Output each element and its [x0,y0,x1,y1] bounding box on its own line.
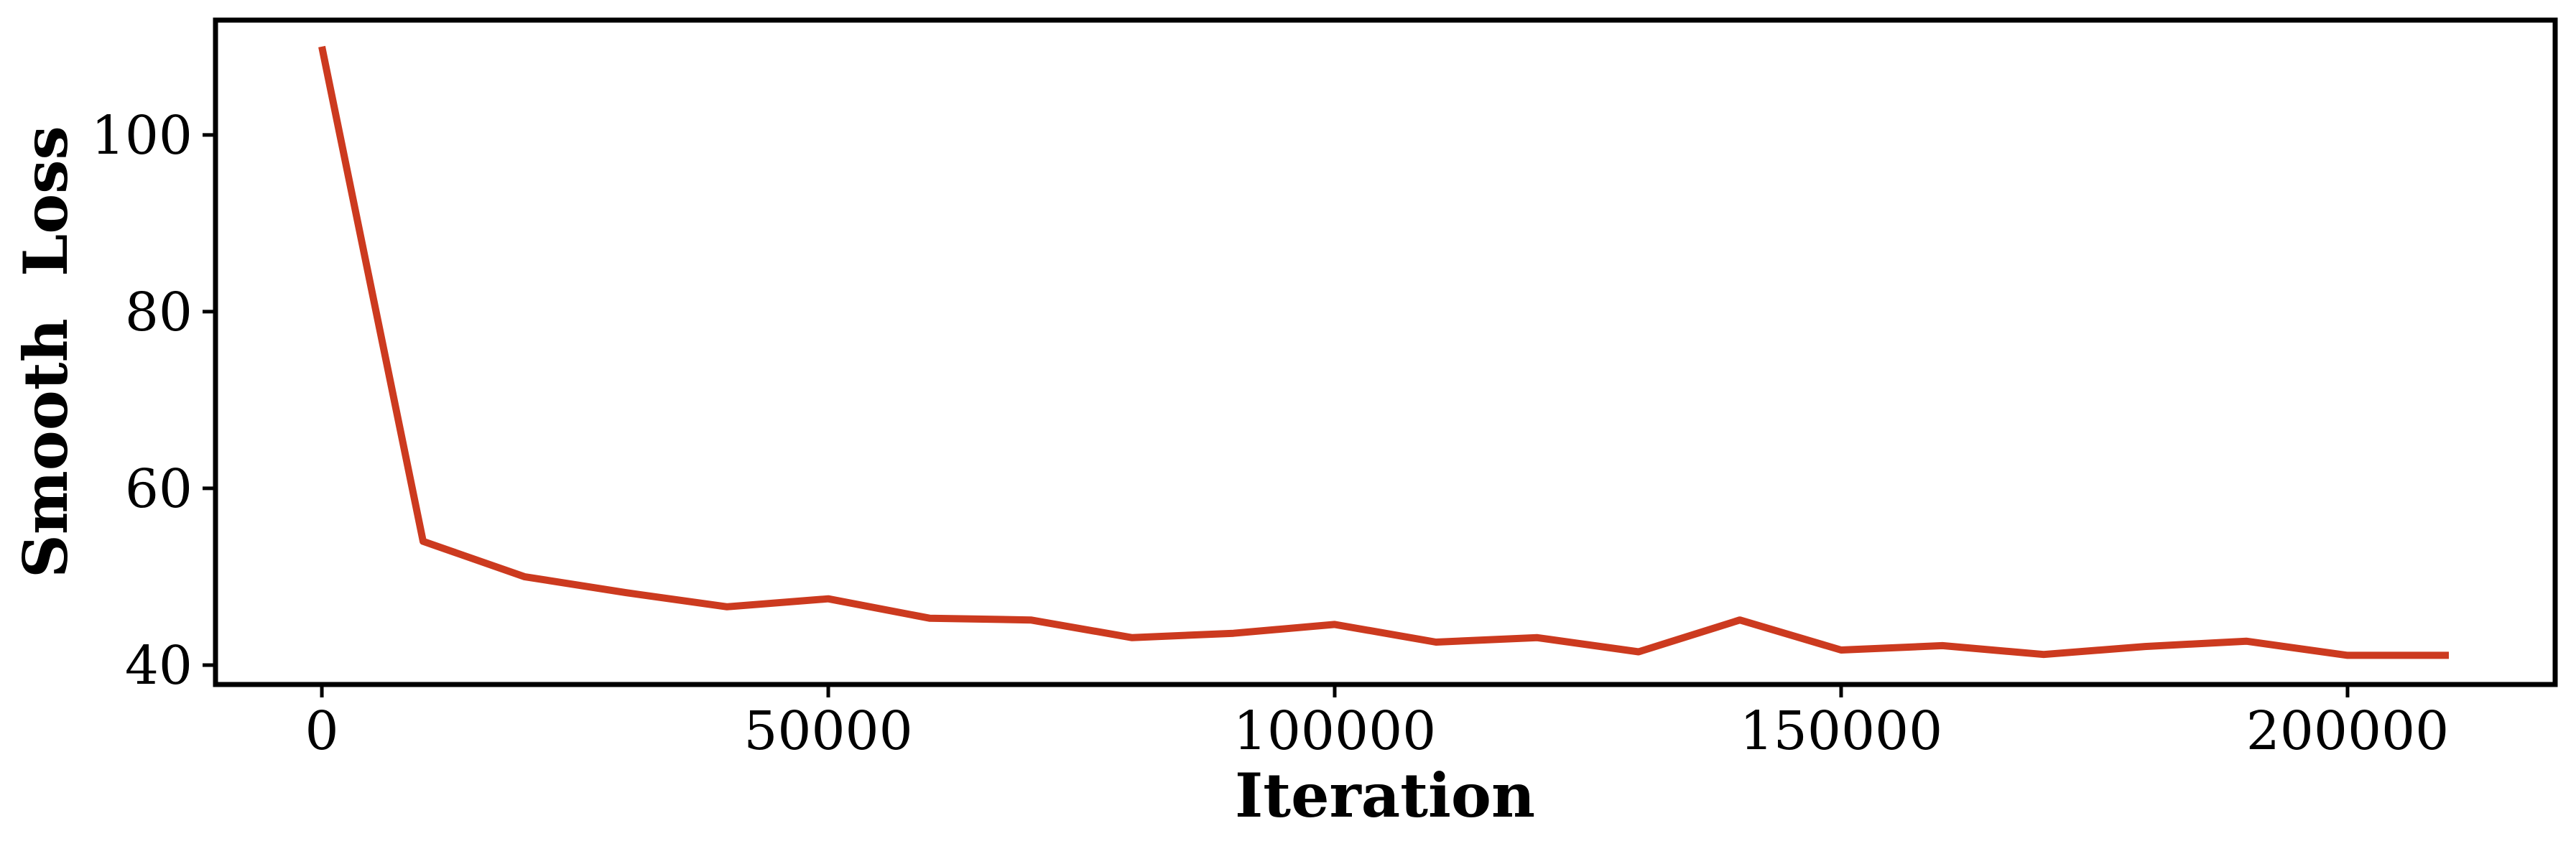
plot-frame [213,17,2558,687]
plot-marks [318,45,2449,659]
series-line-0 [318,45,2449,659]
y-axis: 40 60 80 100 [91,105,216,697]
x-axis-label: Iteration [1235,760,1535,831]
x-axis: 0 50000 100000 150000 200000 [305,684,2449,762]
y-axis-label: Smooth Loss [10,126,81,578]
y-tick-label: 40 [125,635,193,697]
x-tick-label: 50000 [743,700,912,762]
y-tick-label: 60 [125,458,193,520]
y-tick-label: 80 [125,282,193,343]
y-tick-label: 100 [91,105,193,167]
x-tick-label: 100000 [1233,700,1437,762]
x-tick-label: 150000 [1740,700,1943,762]
x-tick-label: 0 [305,700,338,762]
x-tick-label: 200000 [2246,700,2450,762]
